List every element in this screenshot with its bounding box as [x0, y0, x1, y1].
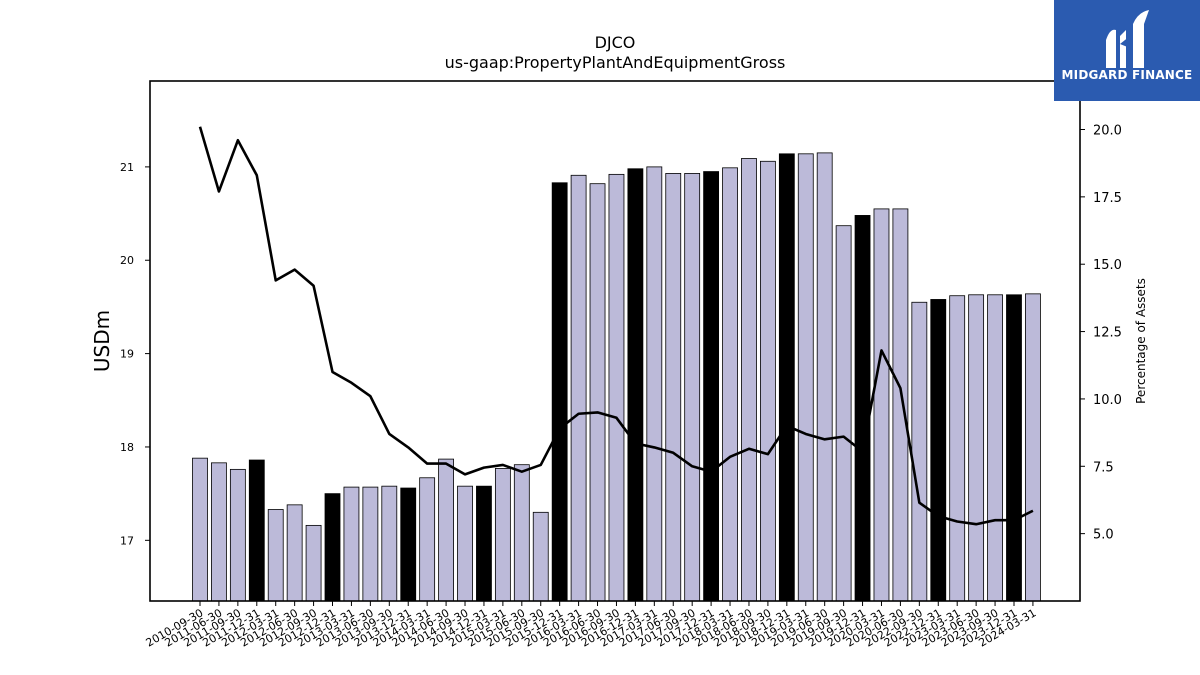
bar-2018-06-30	[741, 158, 757, 602]
bar-2022-12-31	[930, 299, 947, 602]
bar-2012-12-31	[324, 493, 341, 602]
bar-2017-06-30	[665, 173, 682, 602]
bar-2016-06-30	[589, 183, 606, 602]
bar-2023-03-31	[949, 295, 966, 602]
bar-2018-12-31	[778, 153, 795, 602]
logo-mark-icon	[1106, 10, 1149, 68]
bar-2013-06-30	[362, 486, 379, 602]
x-axis: 2010-09-302011-06-302011-09-302011-12-31…	[144, 601, 1038, 650]
bar-2014-06-30	[438, 458, 454, 602]
bar-2010-09-30	[192, 457, 208, 602]
bar-2011-06-30	[211, 462, 227, 602]
bar-2017-03-31	[646, 166, 663, 602]
y-tick-label: 17	[120, 534, 134, 547]
bar-2012-03-31	[267, 509, 284, 602]
y-tick-label: 21	[120, 161, 134, 174]
bar-2020-06-30	[892, 208, 909, 602]
plot-frame	[149, 80, 1081, 602]
bar-2014-03-31	[419, 477, 436, 602]
chart-subtitle: us-gaap:PropertyPlantAndEquipmentGross	[445, 53, 786, 72]
y-axis-right: 5.0 7.5 10.0 12.5 15.0 17.5 20.0	[1080, 123, 1122, 543]
y2-tick-label: 5.0	[1093, 528, 1114, 543]
bar-2012-09-30	[305, 524, 322, 602]
bar-2017-09-30	[684, 173, 701, 602]
bar-2023-12-31	[1006, 294, 1022, 602]
bar-2014-09-30	[457, 485, 473, 602]
y2-tick-label: 17.5	[1093, 191, 1122, 206]
bar-2019-06-30	[816, 152, 833, 602]
bar-2015-06-30	[513, 464, 530, 602]
line-layer	[198, 126, 1034, 526]
y2-tick-label: 10.0	[1093, 393, 1122, 408]
chart-title: DJCO	[595, 33, 636, 52]
bar-2019-12-31	[854, 215, 871, 602]
bar-2023-09-30	[987, 294, 1003, 602]
y-tick-label: 18	[120, 441, 134, 454]
bar-2011-09-30	[229, 468, 246, 602]
bar-2022-09-30	[911, 301, 928, 602]
bar-2024-03-31	[1025, 293, 1041, 602]
y-axis-left: 17 18 19 20 21	[120, 161, 150, 547]
bar-2019-09-30	[835, 225, 852, 602]
y-tick-label: 19	[120, 348, 134, 361]
y2-tick-label: 20.0	[1093, 123, 1122, 138]
brand-logo: MIDGARD FINANCE	[1054, 0, 1200, 101]
bar-2023-06-30	[968, 294, 985, 602]
bar-2018-09-30	[760, 160, 776, 602]
y2-tick-label: 12.5	[1093, 326, 1122, 341]
percentage-of-assets-line	[198, 126, 1034, 526]
logo-text: MIDGARD FINANCE	[1061, 68, 1193, 82]
bar-2013-09-30	[381, 485, 398, 602]
bar-2018-03-31	[722, 167, 738, 602]
bar-2017-12-31	[703, 171, 720, 602]
bar-2014-12-31	[476, 485, 492, 602]
bar-2011-12-31	[248, 459, 265, 602]
bar-2016-09-30	[608, 173, 625, 602]
bar-2012-06-30	[286, 504, 303, 602]
bar-2013-03-31	[343, 486, 360, 602]
bar-2016-03-31	[570, 174, 587, 602]
bar-2020-03-31	[873, 208, 890, 602]
y-axis-label: USDm	[90, 310, 114, 372]
bar-2013-12-31	[400, 487, 417, 602]
y2-tick-label: 7.5	[1093, 460, 1114, 475]
bar-2016-12-31	[627, 168, 644, 602]
y-tick-label: 20	[120, 254, 134, 267]
bar-2019-03-31	[797, 153, 814, 602]
y2-axis-label: Percentage of Assets	[1134, 278, 1148, 404]
bar-2015-12-31	[551, 182, 568, 602]
bar-2015-09-30	[532, 511, 549, 602]
bar-2015-03-31	[494, 468, 511, 602]
bars-layer	[192, 152, 1041, 602]
y2-tick-label: 15.0	[1093, 258, 1122, 273]
